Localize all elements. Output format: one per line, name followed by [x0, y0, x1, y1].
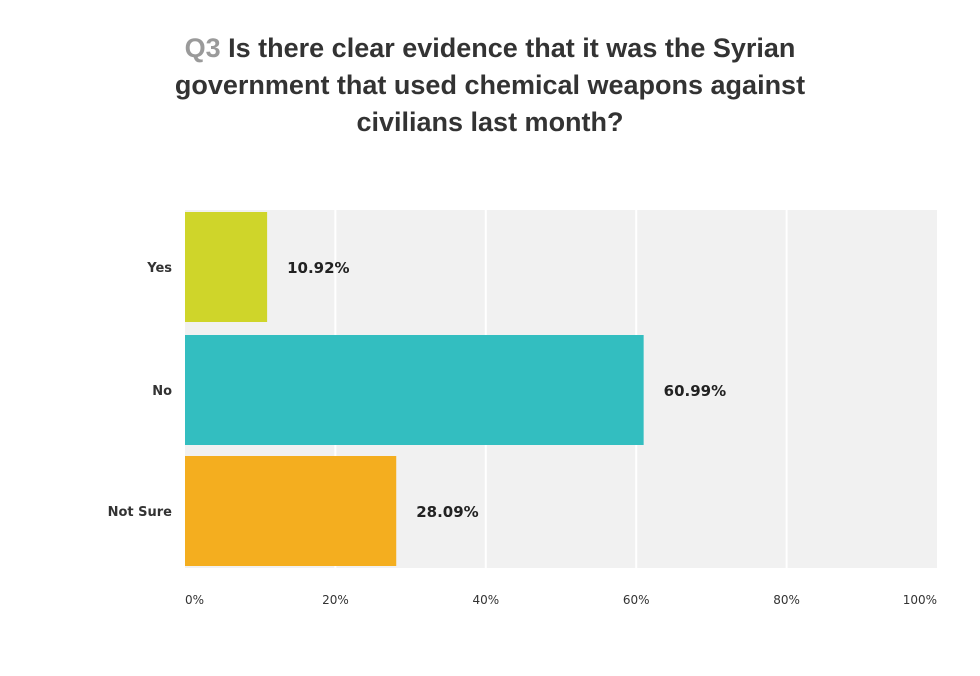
- x-tick-label: 40%: [472, 593, 499, 607]
- category-label: Yes: [146, 261, 172, 276]
- x-tick-label: 80%: [773, 593, 800, 607]
- labels: Yes 10.92% No 60.99% Not Sure 28.09%: [108, 259, 727, 521]
- category-label: No: [152, 384, 172, 399]
- value-label: 10.92%: [287, 259, 349, 277]
- bar-no: [185, 335, 644, 445]
- chart-title: Q3 Is there clear evidence that it was t…: [120, 30, 860, 141]
- x-axis-ticks: 0% 20% 40% 60% 80% 100%: [185, 593, 937, 607]
- chart-title-text: Is there clear evidence that it was the …: [174, 33, 806, 137]
- x-tick-label: 0%: [185, 593, 204, 607]
- category-label: Not Sure: [108, 505, 173, 520]
- value-label: 28.09%: [416, 503, 478, 521]
- x-tick-label: 100%: [903, 593, 937, 607]
- x-tick-label: 20%: [322, 593, 349, 607]
- bar-not-sure: [185, 456, 397, 566]
- bars: [185, 212, 644, 566]
- value-label: 60.99%: [664, 382, 726, 400]
- question-number: Q3: [184, 33, 221, 63]
- bar-yes: [185, 212, 268, 322]
- x-tick-label: 60%: [623, 593, 650, 607]
